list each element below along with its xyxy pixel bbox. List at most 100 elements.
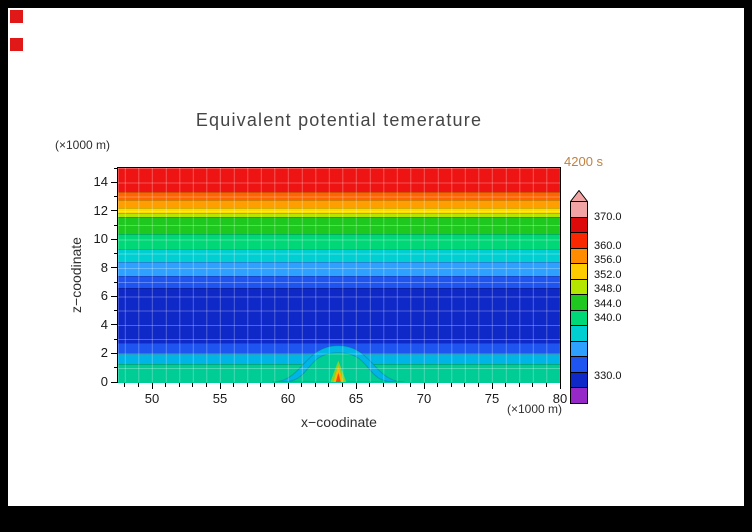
colorbar-tick-label: 340.0 — [594, 312, 622, 324]
axis-tick — [355, 383, 357, 389]
contour-band — [118, 262, 560, 277]
colorbar-segment — [571, 387, 587, 403]
y-axis-unit-label: (×1000 m) — [55, 138, 111, 152]
contour-band — [118, 212, 560, 219]
y-tick-label: 6 — [100, 288, 108, 304]
axis-tick — [260, 383, 262, 387]
axis-tick — [113, 253, 117, 255]
axis-tick — [246, 383, 248, 387]
terrain-bump-feature — [118, 168, 560, 383]
colorbar-segment — [571, 216, 587, 232]
contour-band — [118, 287, 560, 344]
red-square-marker-1 — [10, 10, 23, 23]
axis-tick — [450, 383, 452, 387]
y-tick-label: 0 — [100, 374, 108, 389]
contour-band — [118, 200, 560, 209]
colorbar — [570, 190, 588, 404]
axis-tick — [518, 383, 520, 387]
axis-tick — [113, 281, 117, 283]
plot-title: Equivalent potential temerature — [195, 110, 483, 130]
axis-tick — [111, 352, 117, 354]
contour-band — [118, 168, 560, 193]
colorbar-segment — [571, 371, 587, 387]
axis-tick — [113, 167, 117, 169]
time-annotation: 4200 s — [564, 154, 604, 169]
axis-tick — [491, 383, 493, 389]
x-axis-label: x−coodinate — [301, 414, 377, 430]
y-tick-label: 14 — [93, 174, 108, 190]
axis-tick — [165, 383, 167, 387]
colorbar-tick-label: 352.0 — [594, 268, 622, 281]
colorbar-tick-label: 330.0 — [594, 370, 622, 382]
axis-tick — [113, 367, 117, 369]
colorbar-overflow-triangle-icon — [570, 190, 588, 202]
axis-tick — [124, 383, 126, 387]
axis-tick — [301, 383, 303, 387]
x-axis-unit-label: (×1000 m) — [506, 402, 562, 416]
axis-tick — [111, 181, 117, 183]
axis-tick — [532, 383, 534, 387]
axis-tick — [477, 383, 479, 387]
y-tick-label: 4 — [100, 316, 108, 332]
colorbar-segments — [570, 202, 588, 404]
axis-tick — [205, 383, 207, 387]
contour-band — [118, 275, 560, 289]
red-square-marker-2 — [10, 38, 23, 51]
colorbar-segment — [571, 263, 587, 279]
axis-tick — [409, 383, 411, 387]
axis-tick — [341, 383, 343, 387]
axis-tick — [559, 383, 561, 389]
axis-tick — [151, 383, 153, 389]
axis-tick — [111, 381, 117, 383]
y-tick-label: 8 — [100, 259, 108, 275]
axis-tick — [113, 310, 117, 312]
colorbar-tick-label: 370.0 — [594, 210, 622, 223]
x-tick-label: 80 — [552, 391, 568, 406]
x-tick-label: 55 — [212, 391, 228, 406]
colorbar-tick-label: 344.0 — [594, 297, 622, 310]
axis-tick — [113, 224, 117, 226]
axis-tick — [111, 295, 117, 297]
x-tick-label: 70 — [416, 391, 432, 406]
colorbar-segment — [571, 309, 587, 325]
plot-area — [117, 167, 561, 383]
axis-tick — [328, 383, 330, 387]
contour-band — [118, 248, 560, 264]
contour-band — [118, 207, 560, 214]
axis-tick — [505, 383, 507, 387]
colorbar-segment — [571, 247, 587, 263]
axis-tick — [219, 383, 221, 389]
x-tick-label: 75 — [484, 391, 500, 406]
x-tick-label: 60 — [280, 391, 296, 406]
y-tick-label: 10 — [93, 231, 108, 247]
axis-tick — [233, 383, 235, 387]
colorbar-segment — [571, 340, 587, 356]
axis-tick — [111, 210, 117, 212]
colorbar-segment — [571, 202, 587, 217]
colorbar-segment — [571, 356, 587, 372]
y-tick-label: 2 — [100, 345, 108, 361]
axis-tick — [111, 267, 117, 269]
axis-tick — [464, 383, 466, 387]
axis-tick — [423, 383, 425, 389]
axis-tick — [287, 383, 289, 389]
axis-tick — [113, 196, 117, 198]
colorbar-segment — [571, 278, 587, 294]
colorbar-segment — [571, 325, 587, 341]
x-tick-label: 50 — [144, 391, 160, 406]
contour-band — [118, 234, 560, 250]
axis-tick — [545, 383, 547, 387]
contour-band — [118, 192, 560, 202]
y-axis-label: z−coodinate — [68, 237, 84, 313]
colorbar-tick-label: 348.0 — [594, 283, 622, 295]
y-tick-label: 12 — [93, 202, 108, 218]
axis-tick — [137, 383, 139, 387]
axis-tick — [178, 383, 180, 387]
axis-tick — [314, 383, 316, 387]
colorbar-segment — [571, 232, 587, 248]
axis-tick — [111, 324, 117, 326]
contour-band — [118, 217, 560, 236]
axis-tick — [192, 383, 194, 387]
colorbar-tick-label: 356.0 — [594, 254, 622, 266]
